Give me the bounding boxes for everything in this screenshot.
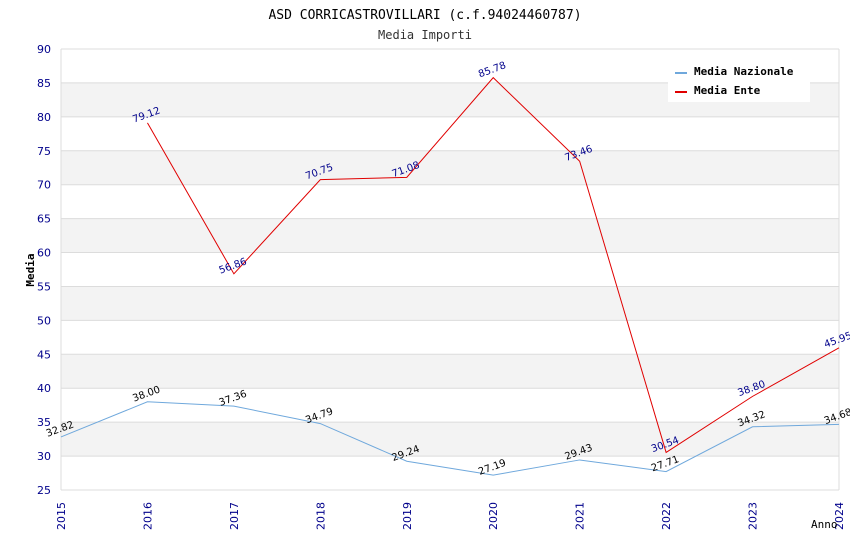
y-axis-ticks: 25 30 35 40 45 50 55 60 65 70 75 80 85 90 [37, 43, 51, 497]
y-tick-label: 70 [37, 179, 51, 192]
chart-title: ASD CORRICASTROVILLARI (c.f.94024460787) [268, 8, 581, 23]
grid-lines [60, 48, 840, 491]
y-tick-label: 75 [37, 145, 51, 158]
y-tick-label: 25 [37, 484, 51, 497]
grid-band [61, 150, 839, 185]
series-line-media-nazionale [60, 401, 840, 476]
legend-label-media-nazionale: Media Nazionale [694, 65, 794, 78]
legend: Media Nazionale Media Ente [668, 60, 810, 102]
grid-band [61, 286, 839, 321]
data-label-media-ente: 56.86 [218, 256, 249, 276]
x-tick-label: 2023 [747, 502, 760, 530]
data-label-media-ente: 45.95 [823, 330, 850, 350]
x-axis-ticks: 2015 2016 2017 2018 2019 2020 2021 2022 2023 2024 [55, 502, 846, 530]
y-tick-label: 30 [37, 450, 51, 463]
series-line-media-ente [147, 76, 840, 454]
y-tick-label: 65 [37, 213, 51, 226]
y-tick-label: 35 [37, 416, 51, 429]
x-axis-label: Anno [811, 518, 838, 531]
y-tick-label: 90 [37, 43, 51, 56]
x-tick-label: 2017 [228, 502, 241, 530]
x-tick-label: 2022 [660, 502, 673, 530]
x-tick-label: 2019 [401, 502, 414, 530]
x-tick-label: 2018 [314, 502, 327, 530]
y-tick-label: 80 [37, 111, 51, 124]
y-tick-label: 60 [37, 247, 51, 260]
x-tick-label: 2021 [574, 502, 587, 530]
y-axis-label: Media [24, 253, 37, 286]
x-tick-label: 2016 [141, 502, 154, 530]
grid-bands [61, 82, 839, 457]
chart-subtitle: Media Importi [378, 28, 472, 42]
grid-band [61, 218, 839, 253]
legend-box [668, 60, 810, 102]
data-label-media-ente: 85.78 [477, 60, 508, 80]
x-tick-label: 2024 [833, 502, 846, 530]
x-tick-label: 2015 [55, 502, 68, 530]
y-tick-label: 50 [37, 314, 51, 327]
legend-label-media-ente: Media Ente [694, 84, 761, 97]
series-lines [60, 76, 840, 476]
grid-band [61, 422, 839, 457]
grid-band [61, 354, 839, 389]
y-tick-label: 40 [37, 382, 51, 395]
y-tick-label: 85 [37, 77, 51, 90]
x-tick-label: 2020 [487, 502, 500, 530]
y-tick-label: 45 [37, 348, 51, 361]
y-tick-label: 55 [37, 280, 51, 293]
